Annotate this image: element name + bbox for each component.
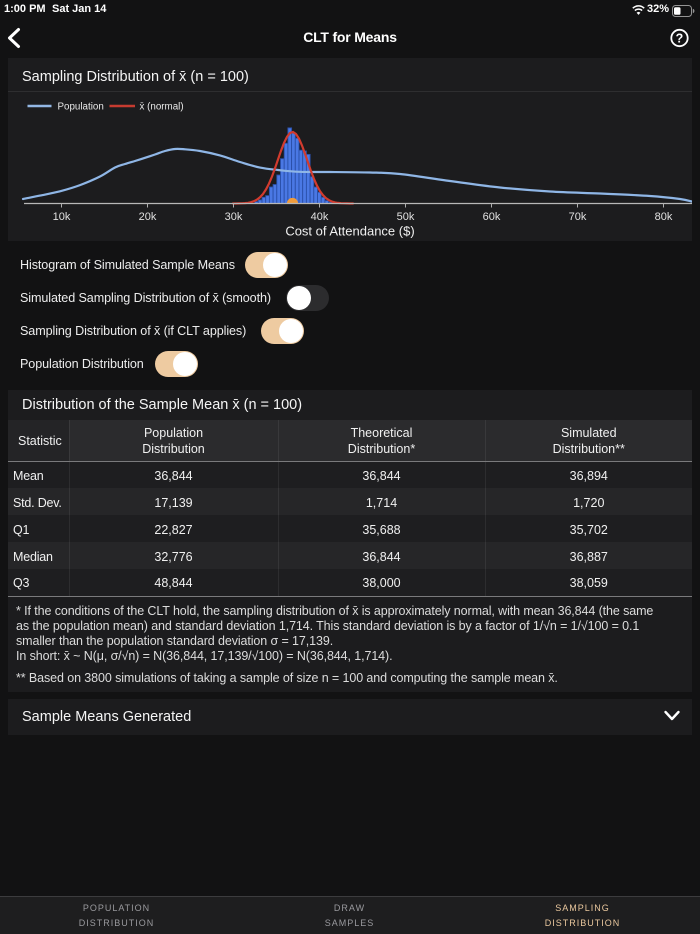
svg-text:20k: 20k — [139, 211, 157, 223]
svg-text:30k: 30k — [225, 211, 243, 223]
svg-text:70k: 70k — [569, 211, 587, 223]
svg-text:?: ? — [676, 31, 684, 45]
svg-text:60k: 60k — [483, 211, 501, 223]
svg-text:40k: 40k — [311, 211, 329, 223]
svg-text:Population: Population — [58, 102, 104, 113]
svg-text:50k: 50k — [397, 211, 415, 223]
svg-text:x̄ (normal): x̄ (normal) — [140, 102, 184, 113]
svg-text:Cost of Attendance ($): Cost of Attendance ($) — [285, 224, 414, 239]
svg-text:10k: 10k — [53, 211, 71, 223]
svg-text:80k: 80k — [655, 211, 673, 223]
